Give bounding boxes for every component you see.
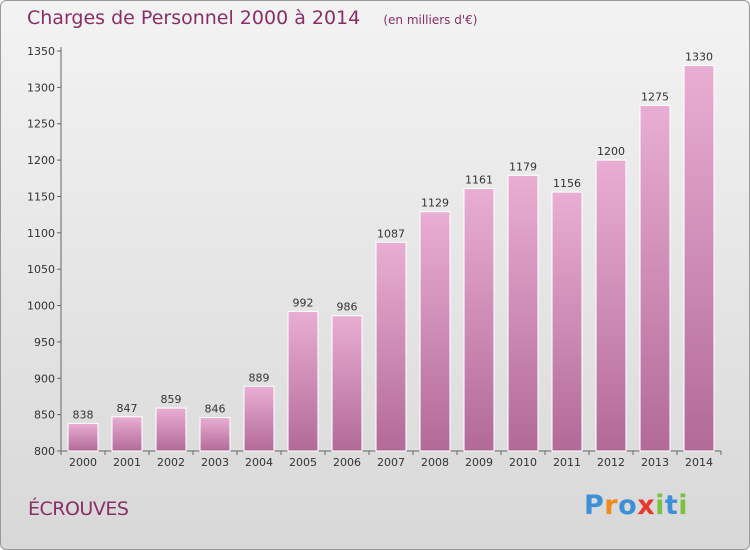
y-tick-label: 1350 xyxy=(27,45,55,58)
logo-letter: P xyxy=(584,490,605,521)
value-label-2013: 1275 xyxy=(641,91,669,104)
logo-letter: x xyxy=(637,490,656,521)
bar-2014 xyxy=(683,65,715,452)
y-tick-label: 800 xyxy=(34,445,55,458)
chart-subtitle: (en milliers d'€) xyxy=(383,13,478,27)
value-label-2005: 992 xyxy=(293,296,314,309)
bar-2005 xyxy=(287,310,319,452)
value-label-2007: 1087 xyxy=(377,227,405,240)
title-row: Charges de Personnel 2000 à 2014 (en mil… xyxy=(27,7,477,29)
bar-2003 xyxy=(199,417,231,452)
logo-letter: o xyxy=(618,490,638,521)
value-label-2003: 846 xyxy=(205,403,226,416)
y-tick-label: 1200 xyxy=(27,154,55,167)
value-label-2008: 1129 xyxy=(421,197,449,210)
value-label-2012: 1200 xyxy=(597,145,625,158)
value-label-2009: 1161 xyxy=(465,173,493,186)
chart-title: Charges de Personnel 2000 à 2014 xyxy=(27,7,361,29)
logo-letter: i xyxy=(678,490,689,521)
x-tick-label-2004: 2004 xyxy=(245,456,273,469)
x-tick-label-2006: 2006 xyxy=(333,456,361,469)
bar-2002 xyxy=(155,407,187,452)
y-tick-label: 1250 xyxy=(27,118,55,131)
value-label-2004: 889 xyxy=(249,371,270,384)
logo-letter: t xyxy=(664,490,679,521)
value-label-2010: 1179 xyxy=(509,160,537,173)
value-label-2002: 859 xyxy=(161,393,182,406)
x-tick-label-2011: 2011 xyxy=(553,456,581,469)
bars xyxy=(67,65,715,452)
bar-2001 xyxy=(111,416,143,452)
x-tick-label-2009: 2009 xyxy=(465,456,493,469)
value-label-2000: 838 xyxy=(73,408,94,421)
bar-2006 xyxy=(331,315,363,452)
commune-name: ÉCROUVES xyxy=(28,498,129,520)
bar-2012 xyxy=(595,159,627,452)
y-tick-label: 1150 xyxy=(27,190,55,203)
x-tick-label-2000: 2000 xyxy=(69,456,97,469)
bar-2004 xyxy=(243,385,275,452)
bar-2000 xyxy=(67,422,99,452)
x-tick-label-2001: 2001 xyxy=(113,456,141,469)
proxiti-logo[interactable]: Proxiti xyxy=(584,490,688,521)
bar-2008 xyxy=(419,211,451,452)
bar-2007 xyxy=(375,241,407,452)
bar-2010 xyxy=(507,174,539,452)
x-tick-label-2010: 2010 xyxy=(509,456,537,469)
y-tick-label: 1100 xyxy=(27,227,55,240)
x-tick-label-2007: 2007 xyxy=(377,456,405,469)
bar-2013 xyxy=(639,105,671,452)
value-label-2014: 1330 xyxy=(685,51,713,64)
value-label-2006: 986 xyxy=(337,301,358,314)
bar-2009 xyxy=(463,187,495,452)
value-label-2001: 847 xyxy=(117,402,138,415)
y-tick-label: 950 xyxy=(34,336,55,349)
y-tick-label: 1000 xyxy=(27,300,55,313)
x-tick-label-2002: 2002 xyxy=(157,456,185,469)
y-tick-label: 1050 xyxy=(27,263,55,276)
y-tick-label: 1300 xyxy=(27,81,55,94)
bar-2011 xyxy=(551,191,583,452)
x-tick-label-2012: 2012 xyxy=(597,456,625,469)
x-tick-label-2003: 2003 xyxy=(201,456,229,469)
x-tick-label-2005: 2005 xyxy=(289,456,317,469)
x-tick-label-2014: 2014 xyxy=(685,456,713,469)
logo-letter: r xyxy=(604,490,619,521)
y-tick-label: 850 xyxy=(34,409,55,422)
value-label-2011: 1156 xyxy=(553,177,581,190)
y-tick-label: 900 xyxy=(34,372,55,385)
logo-letter: i xyxy=(655,490,665,521)
data-labels: 838 847 859 846 889 992 986 1087 1129 1161 1179 115… xyxy=(73,51,714,422)
x-tick-label-2013: 2013 xyxy=(641,456,669,469)
x-tick-label-2008: 2008 xyxy=(421,456,449,469)
